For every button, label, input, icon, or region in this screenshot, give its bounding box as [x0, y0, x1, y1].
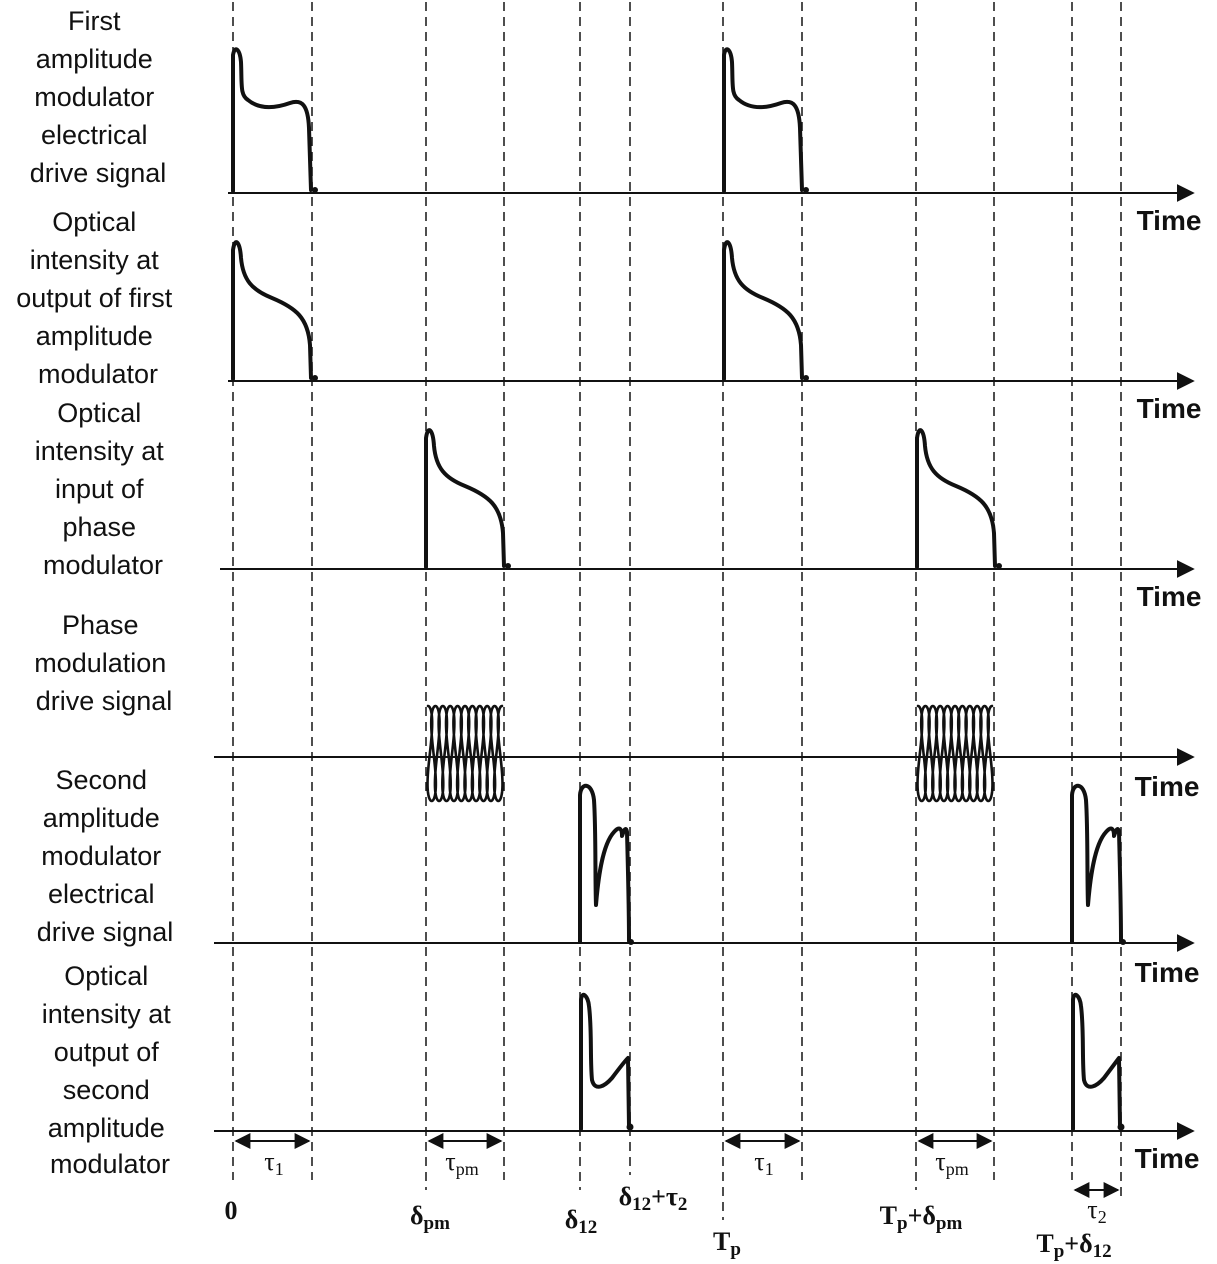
time-axes	[214, 184, 1195, 1140]
pm-input-pulse-2-end	[996, 563, 1002, 569]
time-axis-label: Time	[1137, 581, 1202, 612]
second-am-output-pulse-1	[579, 992, 631, 1131]
time-axis-label: Time	[1135, 1143, 1200, 1174]
row-label-second-am-drive: Second amplitude modulator electrical dr…	[37, 765, 174, 947]
time-marker-label: δ12	[565, 1205, 598, 1238]
second-am-drive-pulse-2-end	[1120, 939, 1126, 945]
row-label-pm-input: Optical intensity at input of phase modu…	[35, 398, 172, 580]
timing-guides	[232, 2, 1122, 1220]
first-am-drive-pulse-1	[231, 47, 313, 193]
second-am-drive-pulse-2	[1070, 783, 1123, 944]
time-marker-label: δpm	[410, 1201, 450, 1234]
row-label-first-am-output: Optical intensity at output of first amp…	[16, 207, 180, 389]
time-axis-label: Time	[1135, 957, 1200, 988]
first-am-output-pulse-1-end	[312, 375, 318, 381]
time-marker-label: δ12+τ2	[619, 1182, 688, 1215]
time-marker-label: Tp+δpm	[880, 1201, 963, 1234]
first-am-drive-pulse-2	[722, 47, 804, 193]
first-am-output-pulse-1	[231, 240, 313, 381]
row-label-second-am-output: Optical intensity at output of second am…	[42, 961, 179, 1179]
duration-label: τ1	[754, 1147, 773, 1179]
time-axis-label: Time	[1137, 205, 1202, 236]
second-am-drive-pulse-1	[578, 783, 631, 944]
duration-label: τpm	[445, 1147, 478, 1179]
first-am-drive-pulse-1-end	[312, 187, 318, 193]
pm-input-pulse-2	[915, 428, 997, 569]
time-axis-label: Time	[1135, 771, 1200, 802]
time-markers: 0 δpm δ12 δ12+τ2 Tp Tp+δpm Tp+δ12	[225, 1182, 1112, 1262]
pm-drive-oscillation-2	[916, 704, 994, 803]
waveforms	[231, 47, 1126, 1131]
pm-input-pulse-1-end	[505, 563, 511, 569]
duration-label: τpm	[935, 1147, 968, 1179]
time-axis-label: Time	[1137, 393, 1202, 424]
axis-labels: Time Time Time Time Time Time	[1135, 205, 1202, 1174]
duration-arrows	[234, 1133, 1120, 1198]
pm-drive-oscillation-1	[426, 704, 504, 803]
second-am-output-pulse-1-end	[626, 1123, 634, 1131]
first-am-drive-pulse-2-end	[803, 187, 809, 193]
row-label-first-am-drive: First amplitude modulator electrical dri…	[30, 6, 167, 188]
duration-label: τ1	[264, 1147, 283, 1179]
time-marker-label: 0	[225, 1196, 238, 1225]
duration-label: τ2	[1087, 1195, 1106, 1227]
time-marker-label: Tp+δ12	[1036, 1229, 1111, 1262]
row-labels: First amplitude modulator electrical dri…	[16, 6, 180, 1179]
second-am-drive-pulse-1-end	[628, 939, 634, 945]
time-marker-label: Tp	[713, 1227, 741, 1260]
duration-labels: τ1 τpm τ1 τpm τ2	[264, 1147, 1106, 1227]
pm-input-pulse-1	[424, 428, 506, 569]
first-am-output-pulse-2-end	[803, 375, 809, 381]
row-label-pm-drive: Phase modulation drive signal	[34, 610, 174, 716]
second-am-output-pulse-2	[1071, 992, 1122, 1131]
second-am-output-pulse-2-end	[1117, 1123, 1125, 1131]
first-am-output-pulse-2	[722, 240, 804, 381]
